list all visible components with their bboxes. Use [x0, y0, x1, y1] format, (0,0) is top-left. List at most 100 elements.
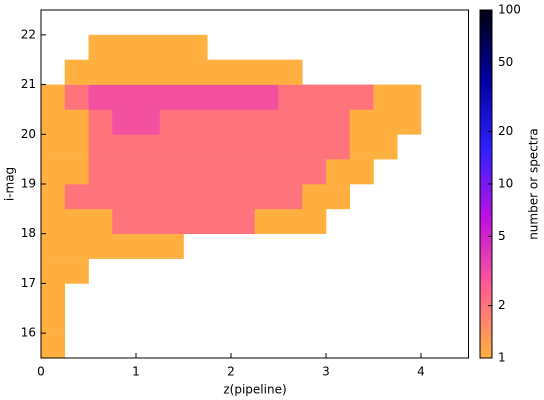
- heatmap-cell: [373, 84, 398, 110]
- heatmap-cell: [207, 134, 232, 160]
- colorbar-swatch: [480, 157, 492, 163]
- heatmap-cell: [159, 134, 184, 160]
- colorbar-swatch: [480, 131, 492, 137]
- colorbar-swatch: [480, 27, 492, 33]
- colorbar-swatch: [480, 279, 492, 285]
- colorbar-swatch: [480, 301, 492, 307]
- heatmap-cell: [64, 84, 89, 110]
- heatmap-cell: [136, 134, 161, 160]
- heatmap-cell: [112, 208, 137, 235]
- heatmap-cell: [159, 159, 184, 185]
- heatmap-cell: [254, 109, 279, 135]
- heatmap-cell: [278, 59, 303, 85]
- heatmap-cell: [278, 109, 303, 135]
- heatmap-cell: [88, 208, 113, 235]
- heatmap-cell: [326, 134, 351, 160]
- x-tick-label: 0: [37, 365, 45, 379]
- colorbar-swatch: [480, 218, 492, 224]
- heatmap-cell: [207, 109, 232, 135]
- colorbar-swatch: [480, 79, 492, 85]
- heatmap-cell: [41, 308, 66, 334]
- colorbar-swatch: [480, 262, 492, 268]
- heatmap-cell: [112, 159, 137, 185]
- heatmap-cell: [254, 159, 279, 185]
- heatmap-cell: [302, 134, 327, 160]
- heatmap-cell: [183, 134, 208, 160]
- colorbar-swatch: [480, 231, 492, 237]
- heatmap-cell: [326, 184, 351, 210]
- heatmap-cell: [302, 109, 327, 135]
- heatmap-cell: [41, 233, 66, 259]
- y-tick-label: 16: [21, 326, 36, 340]
- colorbar-swatch: [480, 297, 492, 302]
- colorbar-swatch: [480, 314, 492, 320]
- colorbar-swatch: [480, 192, 492, 198]
- colorbar-tick-label: 1: [498, 351, 506, 365]
- heatmap-cell: [112, 233, 137, 259]
- colorbar-swatch: [480, 244, 492, 250]
- heatmap-cell: [88, 134, 113, 160]
- heatmap-cell: [231, 208, 256, 235]
- heatmap-cell: [254, 184, 279, 210]
- colorbar-swatch: [480, 149, 492, 155]
- colorbar-swatch: [480, 153, 492, 159]
- heatmap-cell: [136, 159, 161, 185]
- heatmap-cell: [159, 59, 184, 85]
- heatmap-cell: [373, 134, 398, 160]
- heatmap-cell: [64, 258, 89, 284]
- colorbar-swatch: [480, 175, 492, 181]
- y-axis-label: i-mag: [3, 167, 17, 201]
- heatmap-cell: [207, 208, 232, 235]
- colorbar-swatch: [480, 179, 492, 185]
- colorbar-swatch: [480, 166, 492, 172]
- colorbar-swatch: [480, 40, 492, 46]
- heatmap-cell: [88, 184, 113, 210]
- heatmap-cell: [326, 159, 351, 185]
- colorbar-swatch: [480, 57, 492, 63]
- colorbar-swatch: [480, 75, 492, 81]
- colorbar-swatch: [480, 170, 492, 176]
- heatmap-cell: [159, 109, 184, 135]
- heatmap-cell: [231, 184, 256, 210]
- colorbar-swatch: [480, 227, 492, 233]
- heatmap-cell: [88, 233, 113, 259]
- colorbar-swatch: [480, 214, 492, 220]
- heatmap-cell: [136, 233, 161, 259]
- heatmap-cell: [41, 258, 66, 284]
- heatmap-cell: [64, 59, 89, 85]
- colorbar-swatch: [480, 144, 492, 150]
- y-tick-label: 21: [21, 77, 36, 91]
- heatmap-cell: [41, 84, 66, 110]
- heatmap-cell: [183, 34, 208, 61]
- y-tick-label: 20: [21, 127, 36, 141]
- heatmap-cell: [254, 134, 279, 160]
- colorbar-swatch: [480, 162, 492, 168]
- heatmap-cell: [207, 59, 232, 85]
- colorbar-swatch: [480, 201, 492, 207]
- colorbar-swatch: [480, 14, 492, 20]
- heatmap-cell: [64, 233, 89, 259]
- heatmap-cell: [136, 84, 161, 110]
- heatmap-cell: [278, 208, 303, 235]
- heatmap-cell: [88, 34, 113, 61]
- heatmap-cell: [159, 233, 184, 259]
- heatmap-cell: [136, 34, 161, 61]
- heatmap-cell: [41, 208, 66, 235]
- heatmap-cell: [231, 84, 256, 110]
- heatmap-cell: [41, 333, 66, 359]
- heatmap-cell: [397, 84, 422, 110]
- colorbar-swatch: [480, 53, 492, 59]
- heatmap-cell: [373, 109, 398, 135]
- colorbar-swatch: [480, 123, 492, 128]
- colorbar-swatch: [480, 36, 492, 41]
- colorbar-swatch: [480, 310, 492, 315]
- colorbar-swatch: [480, 353, 492, 359]
- heatmap-cell: [326, 109, 351, 135]
- heatmap-cell: [278, 134, 303, 160]
- colorbar-swatch: [480, 205, 492, 211]
- heatmap-cell: [41, 109, 66, 135]
- heatmap-cell: [159, 34, 184, 61]
- heatmap-cell: [41, 159, 66, 185]
- heatmap-cell: [64, 134, 89, 160]
- heatmap-cell: [112, 84, 137, 110]
